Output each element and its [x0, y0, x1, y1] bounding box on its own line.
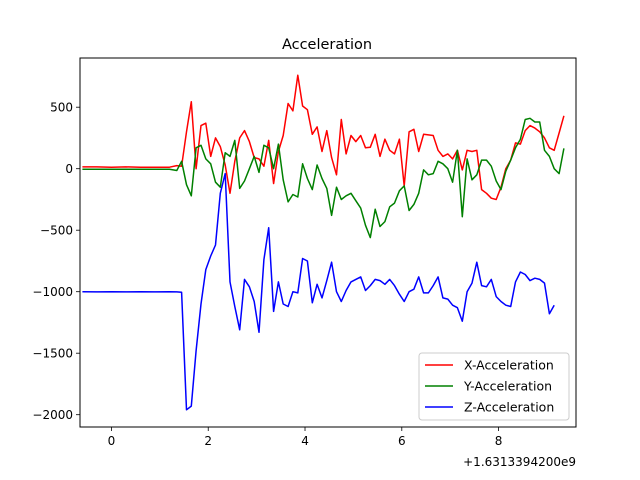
legend: X-Acceleration Y-Acceleration Z-Accelerati…	[418, 352, 570, 421]
legend-label-y-acceleration: Y-Acceleration	[463, 379, 552, 394]
axes-frame	[79, 57, 577, 428]
x-tick-label: 4	[301, 434, 309, 448]
x-axis: 0 2 4 6 8	[108, 427, 503, 448]
series-layer	[82, 74, 565, 411]
series-line-y-acceleration	[82, 117, 565, 239]
plot-area	[79, 57, 577, 428]
y-tick-label: −1500	[32, 347, 73, 361]
chart-title: Acceleration	[282, 37, 372, 53]
y-tick-label: −2000	[32, 408, 73, 422]
y-tick-label: 0	[65, 162, 73, 176]
legend-entries: X-Acceleration Y-Acceleration Z-Accelerati…	[425, 358, 554, 415]
series-line-x-acceleration	[82, 74, 565, 201]
x-tick-label: 6	[398, 434, 406, 448]
y-tick-label: 500	[50, 101, 73, 115]
x-tick-label: 8	[495, 434, 503, 448]
x-tick-label: 0	[108, 434, 116, 448]
series-line-z-acceleration	[82, 172, 555, 411]
y-tick-label: −500	[40, 224, 73, 238]
legend-box	[418, 352, 570, 421]
x-axis-offset-label: +1.6313394200e9	[463, 455, 576, 469]
legend-label-x-acceleration: X-Acceleration	[464, 358, 554, 373]
y-tick-label: −1000	[32, 285, 73, 299]
legend-label-z-acceleration: Z-Acceleration	[464, 400, 554, 415]
y-axis: 500 0 −500 −1000 −1500 −2000	[32, 101, 80, 422]
x-tick-label: 2	[204, 434, 212, 448]
